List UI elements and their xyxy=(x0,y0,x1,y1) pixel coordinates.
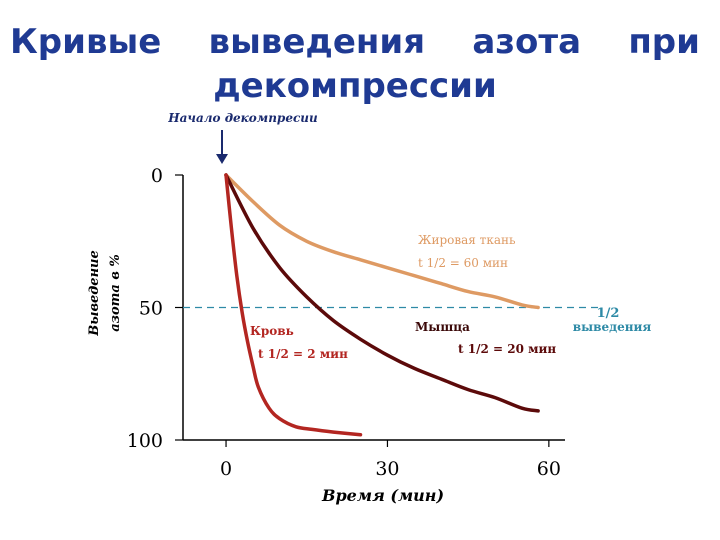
title-word: Кривые xyxy=(10,22,162,62)
x-tick-label: 0 xyxy=(220,458,232,480)
y-tick-label: 0 xyxy=(151,165,163,187)
series-label-muscle: Мышца xyxy=(415,320,470,334)
y-tick-label: 100 xyxy=(127,430,163,452)
slide-title: Кривые выведения азота при декомпрессии xyxy=(10,20,700,108)
y-axis-title-line1: Выведение xyxy=(87,250,102,337)
series-label-blood: Кровь xyxy=(250,324,294,338)
series-line-muscle xyxy=(224,173,540,413)
series-label-fat: Жировая ткань xyxy=(418,233,516,247)
y-axis-title-line2: азота в % xyxy=(108,254,123,332)
half-line-label-2: выведения xyxy=(573,320,652,334)
series-line-fat-tissue xyxy=(224,173,540,310)
x-tick-label: 60 xyxy=(537,458,561,480)
title-word: азота xyxy=(472,22,582,62)
title-word: при xyxy=(628,22,700,62)
x-tick-label: 30 xyxy=(375,458,399,480)
series-line-blood xyxy=(224,173,363,437)
y-tick-label: 50 xyxy=(139,298,163,320)
series-halflife-blood: t 1/2 = 2 мин xyxy=(258,347,348,361)
half-line-label-1: 1/2 xyxy=(597,306,620,321)
start-arrow-head xyxy=(216,154,228,164)
start-annotation: Начало декомпресии xyxy=(167,111,318,125)
title-word: выведения xyxy=(208,22,426,62)
title-line-1: Кривые выведения азота при xyxy=(10,20,700,64)
title-line-2: декомпрессии xyxy=(213,66,497,106)
x-axis-title: Время (мин) xyxy=(321,486,444,505)
series-halflife-fat: t 1/2 = 60 мин xyxy=(418,256,508,270)
series-halflife-muscle: t 1/2 = 20 мин xyxy=(458,342,556,356)
